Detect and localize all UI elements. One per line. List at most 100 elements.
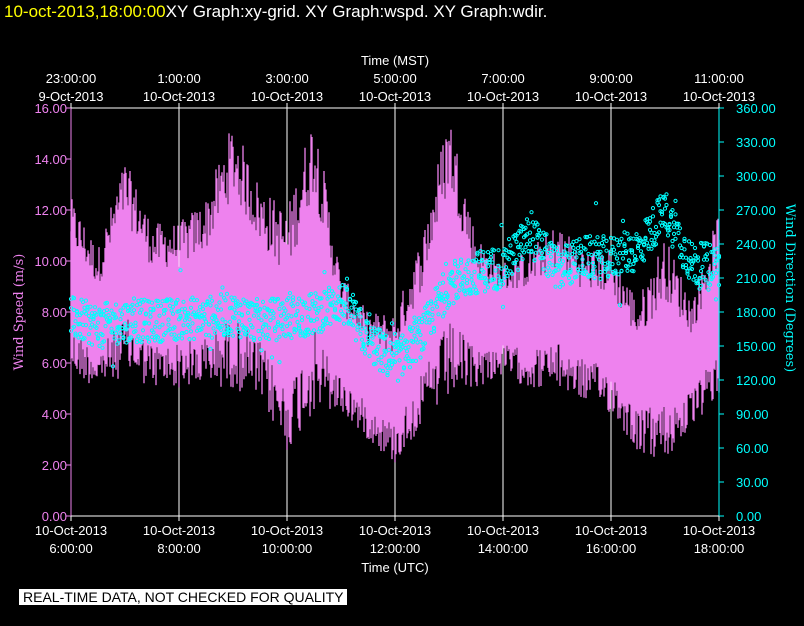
wind-direction-point — [682, 247, 687, 252]
wind-direction-point — [500, 252, 506, 257]
right-tick-label: 0.00 — [736, 509, 761, 524]
wind-direction-point — [670, 208, 675, 213]
top-tick-time: 9:00:00 — [589, 71, 632, 86]
top-tick-date: 9-Oct-2013 — [38, 89, 103, 104]
wind-direction-point — [446, 300, 452, 305]
wind-direction-point — [73, 319, 78, 324]
wind-direction-point — [688, 256, 693, 261]
wind-direction-point — [400, 333, 405, 338]
wind-direction-point — [247, 317, 252, 322]
wind-direction-point — [71, 296, 77, 301]
wind-direction-point — [457, 288, 462, 293]
wind-direction-point — [439, 296, 444, 301]
left-tick-label: 8.00 — [42, 305, 67, 320]
wind-direction-point — [590, 268, 596, 273]
right-tick-label: 180.00 — [736, 305, 776, 320]
wind-direction-point — [485, 264, 491, 269]
wind-direction-point — [601, 236, 606, 241]
wind-direction-point — [508, 243, 513, 248]
wind-direction-point — [599, 255, 605, 260]
bottom-tick-time: 8:00:00 — [157, 541, 200, 556]
wind-direction-point — [362, 351, 368, 356]
wind-direction-point — [349, 305, 354, 310]
left-tick-label: 6.00 — [42, 356, 67, 371]
wind-direction-point — [200, 323, 206, 328]
wind-direction-point — [364, 330, 369, 335]
wind-direction-point — [238, 335, 243, 340]
wind-direction-point — [287, 321, 293, 326]
top-tick-time: 11:00:00 — [694, 71, 744, 86]
left-tick-label: 14.00 — [34, 152, 67, 167]
wind-direction-point — [206, 322, 212, 327]
wind-direction-point — [604, 238, 609, 243]
wind-direction-point — [370, 335, 375, 340]
wind-direction-point — [356, 322, 362, 327]
wind-direction-point — [410, 340, 416, 345]
wind-direction-point — [124, 340, 129, 345]
wind-direction-point — [440, 314, 446, 319]
wind-direction-point — [434, 285, 440, 290]
wind-direction-point — [389, 362, 395, 367]
wind-direction-point — [610, 262, 615, 267]
wind-direction-point — [319, 296, 324, 301]
left-tick-label: 16.00 — [34, 101, 67, 116]
wind-direction-point — [607, 266, 612, 271]
wind-direction-point — [625, 268, 630, 273]
wind-direction-point — [245, 329, 251, 334]
wind-direction-point — [73, 333, 78, 338]
right-tick-label: 300.00 — [736, 169, 776, 184]
top-tick-time: 5:00:00 — [373, 71, 416, 86]
wind-direction-point — [619, 236, 624, 241]
wind-direction-point — [371, 326, 377, 331]
wind-direction-point — [520, 257, 525, 262]
wind-direction-point — [445, 295, 450, 300]
wind-direction-point — [596, 257, 602, 262]
wind-direction-point — [347, 296, 353, 301]
wind-direction-point — [695, 280, 701, 285]
wind-direction-point — [275, 296, 281, 302]
wind-direction-point — [506, 237, 512, 242]
wind-direction-point — [616, 272, 621, 277]
timestamp: 10-oct-2013,18:00:00 — [4, 2, 166, 21]
wind-direction-point — [95, 320, 101, 325]
wind-direction-point — [241, 297, 246, 302]
wind-direction-point — [94, 331, 99, 336]
wind-direction-point — [539, 250, 545, 256]
wind-direction-point — [155, 335, 161, 340]
wind-direction-point — [298, 328, 303, 334]
wind-direction-point — [406, 356, 411, 361]
wind-direction-point — [89, 322, 95, 327]
wind-direction-point — [608, 251, 614, 256]
wind-direction-point — [104, 300, 110, 305]
wind-direction-point — [653, 224, 659, 230]
wind-direction-point — [643, 235, 648, 240]
wind-direction-point — [254, 297, 260, 302]
wind-direction-point — [466, 270, 471, 275]
wind-direction-point — [172, 332, 177, 337]
quality-notice: REAL-TIME DATA, NOT CHECKED FOR QUALITY — [19, 589, 348, 605]
wind-direction-point — [611, 247, 617, 252]
wind-direction-point — [184, 329, 189, 335]
bottom-tick-date: 10-Oct-2013 — [359, 523, 431, 538]
wind-direction-point — [181, 323, 186, 328]
wind-direction-point — [232, 295, 237, 300]
wind-direction-point — [263, 314, 269, 320]
wind-direction-point — [656, 197, 662, 202]
wind-direction-point — [355, 311, 360, 316]
wind-direction-point — [472, 269, 477, 274]
wind-direction-point — [151, 330, 156, 335]
wind-direction-point — [218, 292, 224, 297]
wind-direction-point — [485, 285, 491, 290]
left-tick-label: 10.00 — [34, 254, 67, 269]
wind-direction-point — [214, 304, 219, 309]
wind-direction-point — [373, 361, 378, 366]
wind-direction-point — [103, 324, 108, 329]
wind-direction-point — [224, 291, 230, 296]
wind-direction-point — [229, 328, 234, 333]
wind-direction-point — [706, 287, 711, 292]
wind-direction-point — [431, 326, 437, 331]
wind-direction-point — [620, 218, 626, 223]
wind-direction-point — [112, 312, 117, 317]
wind-direction-point — [452, 258, 458, 263]
wind-direction-point — [656, 203, 662, 208]
